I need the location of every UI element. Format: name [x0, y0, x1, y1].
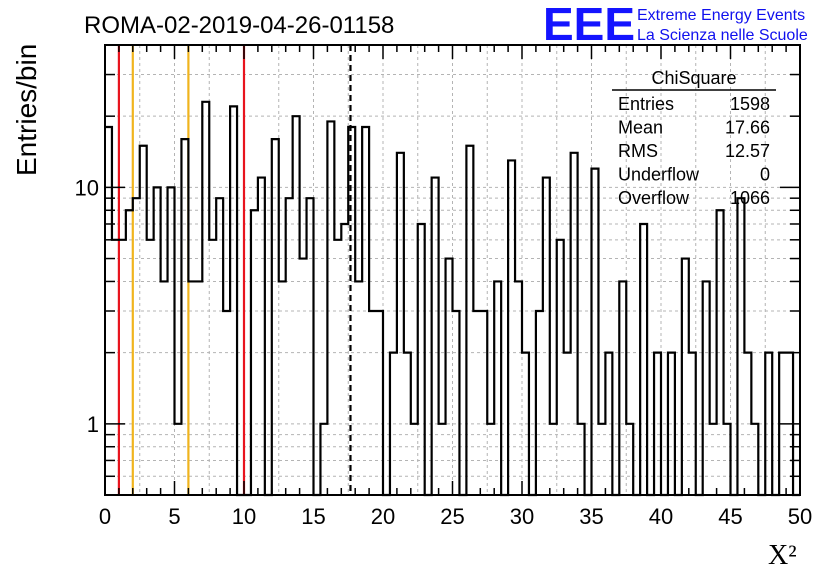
x-tick-label: 30 — [510, 504, 534, 529]
logo-mark: EEE — [543, 0, 635, 50]
x-tick-label: 40 — [649, 504, 673, 529]
x-tick-label: 35 — [579, 504, 603, 529]
logo-line1: Extreme Energy Events — [637, 7, 805, 24]
stats-label: Underflow — [618, 165, 700, 185]
logo-line2: La Scienza nelle Scuole — [637, 27, 808, 44]
stats-box: ChiSquare Entries 1598 Mean 17.66 RMS 12.57 Un… — [612, 68, 776, 208]
stats-value: 17.66 — [725, 118, 770, 138]
stats-rows: Entries 1598 Mean 17.66 RMS 12.57 Underflow 0 Ov… — [618, 94, 770, 208]
stats-value: 12.57 — [725, 141, 770, 161]
x-tick-label: 5 — [168, 504, 180, 529]
stats-label: Mean — [618, 118, 663, 138]
y-tick-label: 1 — [87, 412, 99, 437]
stats-label: Overflow — [618, 188, 690, 208]
stats-value: 1598 — [730, 94, 770, 114]
y-tick-label: 10 — [75, 175, 99, 200]
chart-title: ROMA-02-2019-04-26-01158 — [84, 12, 394, 39]
x-tick-label: 15 — [301, 504, 325, 529]
stats-value: 0 — [760, 165, 770, 185]
x-tick-label: 25 — [440, 504, 464, 529]
x-axis-label: X² — [768, 540, 797, 571]
x-tick-label: 20 — [371, 504, 395, 529]
y-axis-label: Entries/bin — [11, 44, 42, 176]
x-tick-label: 0 — [99, 504, 111, 529]
stats-label: RMS — [618, 141, 658, 161]
axis-ticks: 0 5 10 15 20 25 30 35 40 45 50 1 10 — [75, 45, 812, 529]
x-tick-label: 50 — [788, 504, 812, 529]
stats-title: ChiSquare — [651, 68, 736, 88]
stats-label: Entries — [618, 94, 674, 114]
stats-value: 1066 — [730, 188, 770, 208]
x-tick-label: 45 — [718, 504, 742, 529]
histogram-outline — [105, 100, 800, 497]
eee-logo: EEE Extreme Energy Events La Scienza nel… — [543, 0, 808, 50]
reference-lines — [117, 45, 352, 495]
x-tick-label: 10 — [232, 504, 256, 529]
